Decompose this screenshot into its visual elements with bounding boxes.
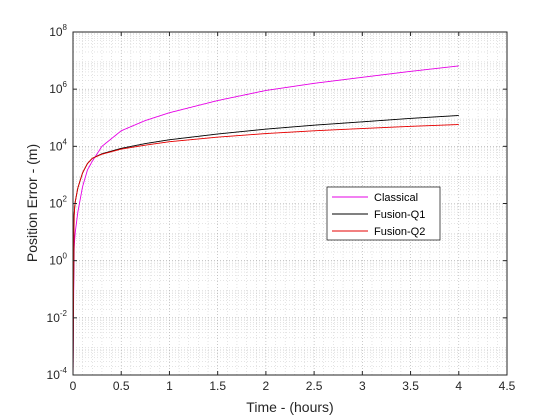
x-tick-label: 2 — [263, 379, 270, 393]
legend-label-classical: Classical — [374, 192, 418, 204]
x-tick-label: 1 — [166, 379, 173, 393]
y-tick-label: 10-2 — [47, 309, 68, 325]
x-tick-label: 1.5 — [209, 379, 226, 393]
x-tick-label: 3 — [359, 379, 366, 393]
x-tick-label: 3.5 — [402, 379, 419, 393]
series-line-fusion-q1 — [72, 115, 459, 376]
y-tick-label: 106 — [49, 80, 67, 96]
y-tick-labels: 10-4 10-2 100 102 104 106 108 — [47, 23, 68, 382]
legend-label-fusion-q1: Fusion-Q1 — [374, 209, 425, 221]
series-line-classical — [72, 65, 459, 376]
series-line-fusion-q2 — [72, 124, 459, 376]
x-tick-labels: 0 0.5 1 1.5 2 2.5 3 3.5 4 4.5 — [70, 379, 516, 393]
x-tick-label: 4 — [455, 379, 462, 393]
legend: Classical Fusion-Q1 Fusion-Q2 — [326, 186, 441, 241]
axis-ticks — [72, 31, 508, 376]
y-tick-label: 102 — [49, 195, 67, 211]
x-tick-label: 2.5 — [306, 379, 323, 393]
legend-entries: Classical Fusion-Q1 Fusion-Q2 — [332, 192, 425, 238]
series-lines — [72, 65, 459, 376]
y-tick-label: 108 — [49, 23, 67, 39]
y-axis-title: Position Error - (m) — [24, 144, 40, 262]
x-axis-title: Time - (hours) — [246, 399, 333, 415]
x-tick-label: 0.5 — [113, 379, 130, 393]
y-tick-label: 10-4 — [47, 366, 68, 382]
y-tick-label: 104 — [49, 137, 67, 153]
legend-label-fusion-q2: Fusion-Q2 — [374, 226, 425, 238]
y-tick-label: 100 — [49, 252, 67, 268]
x-tick-label: 0 — [70, 379, 77, 393]
x-tick-label: 4.5 — [499, 379, 516, 393]
